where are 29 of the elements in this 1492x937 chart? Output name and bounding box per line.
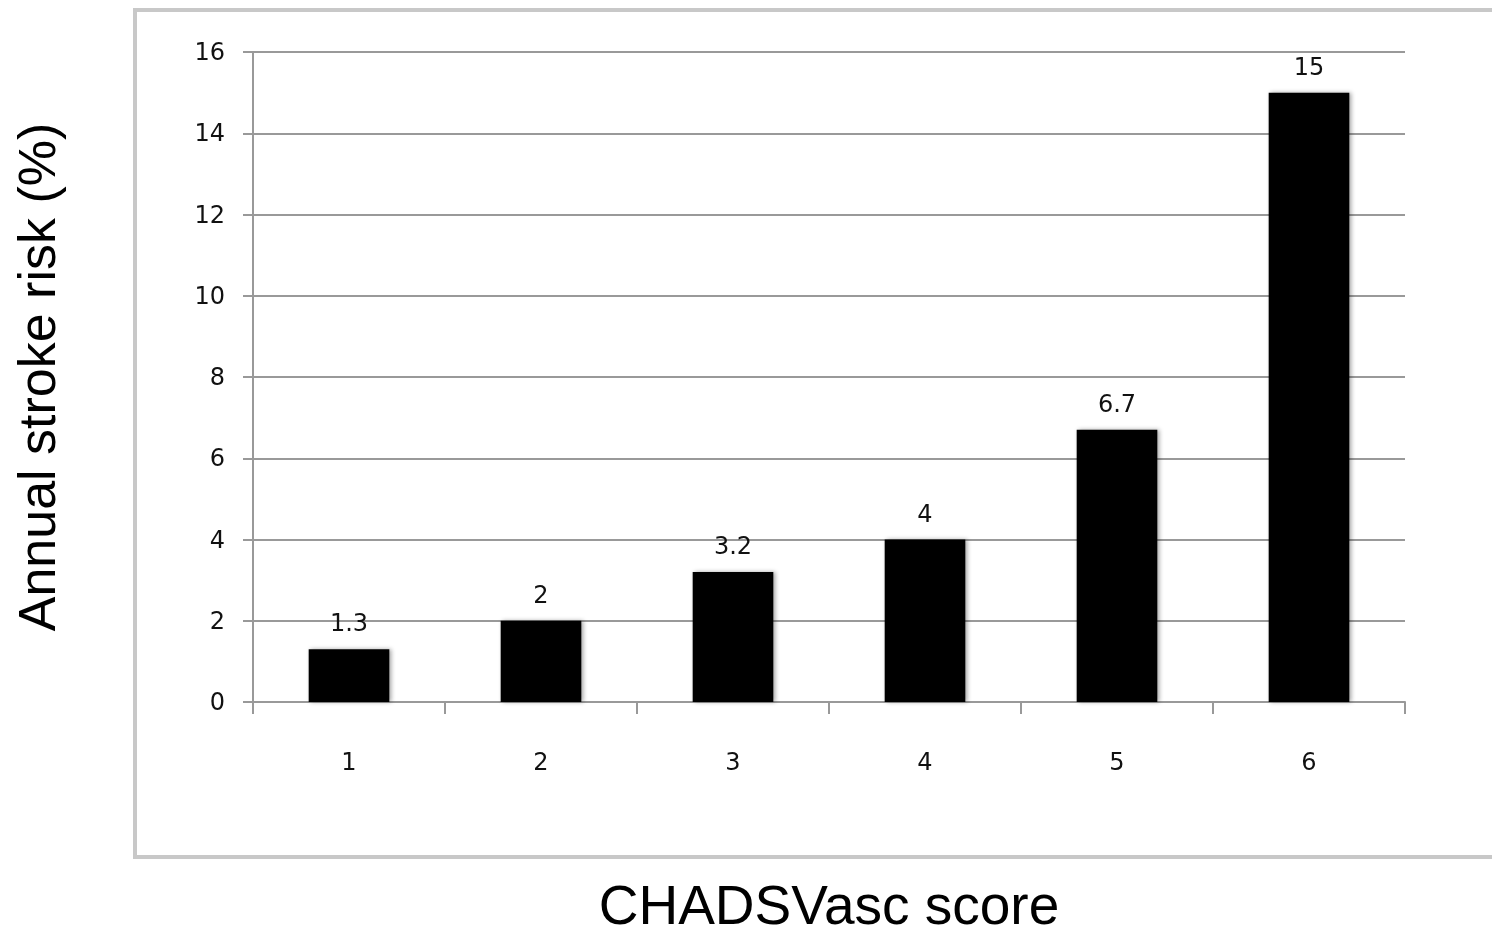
y-tick-label: 8 bbox=[209, 363, 225, 391]
bar bbox=[308, 649, 390, 702]
x-tick-label: 2 bbox=[533, 748, 549, 776]
y-tick-label: 2 bbox=[209, 606, 225, 635]
y-tick-label: 6 bbox=[209, 444, 225, 473]
x-axis-title: CHADSVasc score bbox=[598, 873, 1060, 936]
x-tick-label: 1 bbox=[341, 748, 357, 776]
data-label: 3.2 bbox=[713, 532, 753, 560]
y-tick-label: 4 bbox=[209, 525, 225, 554]
data-label: 1.3 bbox=[329, 609, 369, 638]
y-tick-label: 14 bbox=[194, 119, 225, 148]
x-tick-label: 4 bbox=[917, 748, 933, 776]
y-axis-title: Annual stroke risk (%) bbox=[8, 122, 66, 632]
bar bbox=[1076, 429, 1158, 702]
bar bbox=[1268, 92, 1350, 702]
x-tick-label: 5 bbox=[1109, 748, 1125, 776]
data-label: 15 bbox=[1293, 52, 1325, 81]
x-tick-label: 3 bbox=[725, 748, 741, 776]
bar bbox=[884, 539, 966, 702]
bar bbox=[692, 572, 774, 702]
data-label: 4 bbox=[917, 499, 933, 528]
data-label: 6.7 bbox=[1097, 389, 1137, 418]
data-label: 2 bbox=[533, 580, 549, 609]
x-tick-label: 6 bbox=[1301, 748, 1317, 776]
y-tick-label: 16 bbox=[194, 38, 225, 66]
bar bbox=[500, 620, 582, 702]
y-tick-label: 12 bbox=[194, 200, 225, 229]
y-tick-label: 0 bbox=[209, 688, 225, 716]
y-tick-label: 10 bbox=[194, 281, 225, 310]
